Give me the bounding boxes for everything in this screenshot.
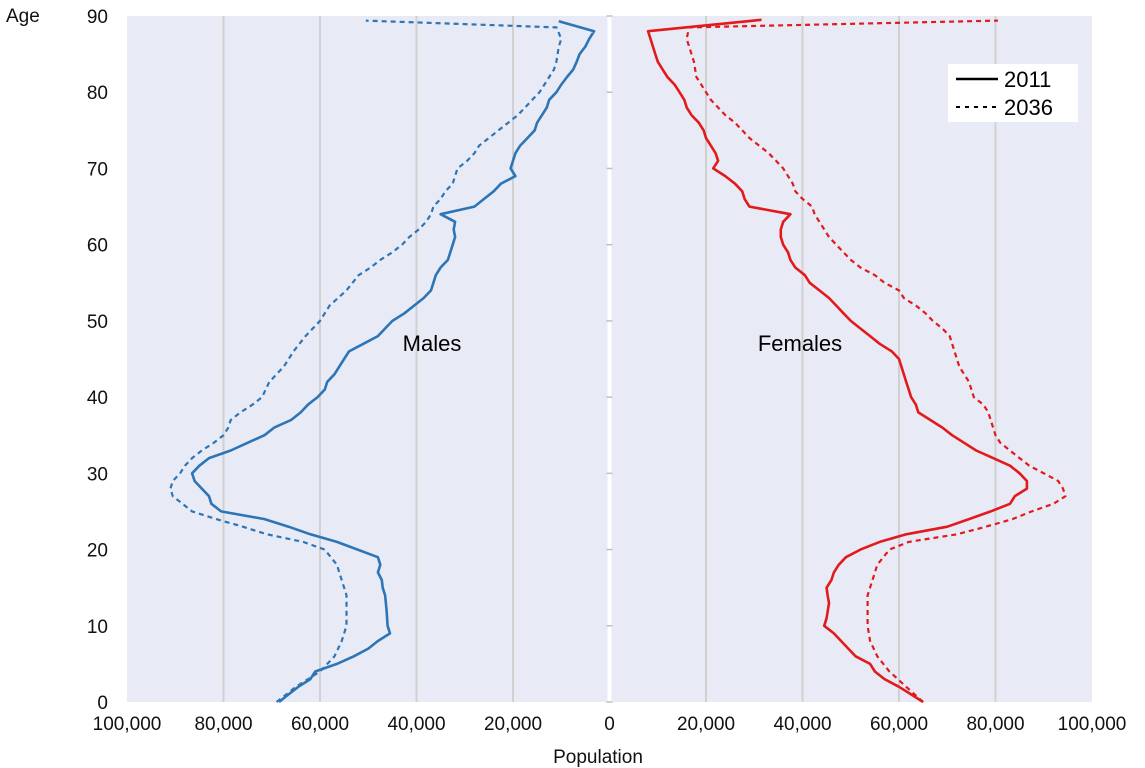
y-tick-label: 40 [87, 388, 108, 409]
legend-label-2011: 2011 [1004, 67, 1051, 92]
x-tick-label: 20,000 [484, 714, 542, 735]
y-tick-label: 60 [87, 236, 108, 257]
y-axis-title: Age [6, 6, 40, 27]
x-tick-label: 60,000 [291, 714, 349, 735]
y-tick-label: 90 [87, 7, 108, 28]
series-lines [169, 18, 1067, 704]
y-axis-ticks: 0 10 20 30 40 50 60 70 80 90 [87, 7, 108, 714]
y-tick-label: 20 [87, 541, 108, 562]
x-tick-label: 80,000 [966, 714, 1024, 735]
x-tick-label: 40,000 [387, 714, 445, 735]
y-tick-label: 70 [87, 159, 108, 180]
grid-lines [222, 15, 997, 703]
y-tick-label: 10 [87, 617, 108, 638]
males-annotation: Males [403, 331, 462, 356]
legend: 2011 2036 [948, 64, 1078, 122]
y-tick-label: 0 [97, 693, 108, 714]
legend-label-2036: 2036 [1004, 95, 1053, 120]
x-axis-title: Population [553, 747, 643, 768]
series-line-males-2011 [190, 20, 596, 704]
x-tick-label: 60,000 [870, 714, 928, 735]
x-tick-label: 40,000 [773, 714, 831, 735]
x-axis-ticks: 100,000 80,000 60,000 40,000 20,000 0 20,000 40… [93, 714, 1127, 735]
series-line-females-2011 [646, 18, 1029, 704]
y-tick-label: 80 [87, 83, 108, 104]
series-line-males-2036 [169, 19, 563, 703]
x-tick-label: 100,000 [93, 714, 162, 735]
females-annotation: Females [758, 331, 842, 356]
legend-box [948, 64, 1078, 122]
x-tick-label: 80,000 [194, 714, 252, 735]
y-tick-label: 50 [87, 312, 108, 333]
x-tick-label: 0 [604, 714, 615, 735]
x-tick-label: 100,000 [1058, 714, 1127, 735]
y-tick-label: 30 [87, 464, 108, 485]
series-line-females-2036 [685, 19, 1067, 703]
x-tick-label: 20,000 [677, 714, 735, 735]
